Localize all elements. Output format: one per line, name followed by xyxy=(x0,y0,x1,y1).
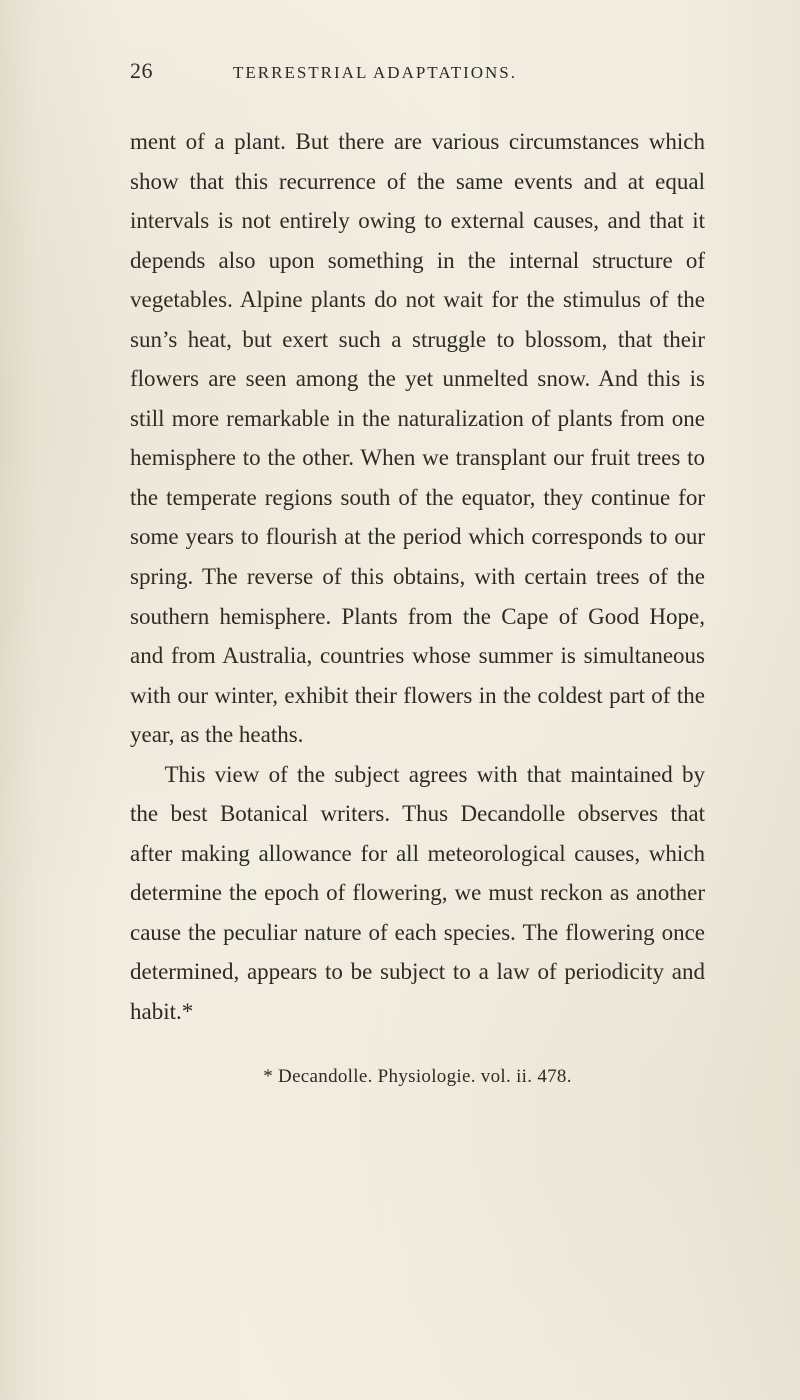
page-header: 26 TERRESTRIAL ADAPTATIONS. xyxy=(130,58,705,84)
paragraph-2: This view of the subject agrees with tha… xyxy=(130,755,705,1032)
scanned-page: 26 TERRESTRIAL ADAPTATIONS. ment of a pl… xyxy=(0,0,800,1400)
page-number: 26 xyxy=(130,58,153,84)
body-text: ment of a plant. But there are various c… xyxy=(130,122,705,1032)
running-title: TERRESTRIAL ADAPTATIONS. xyxy=(233,63,517,83)
footnote: * Decandolle. Physiologie. vol. ii. 478. xyxy=(130,1066,705,1088)
paragraph-1: ment of a plant. But there are various c… xyxy=(130,122,705,755)
